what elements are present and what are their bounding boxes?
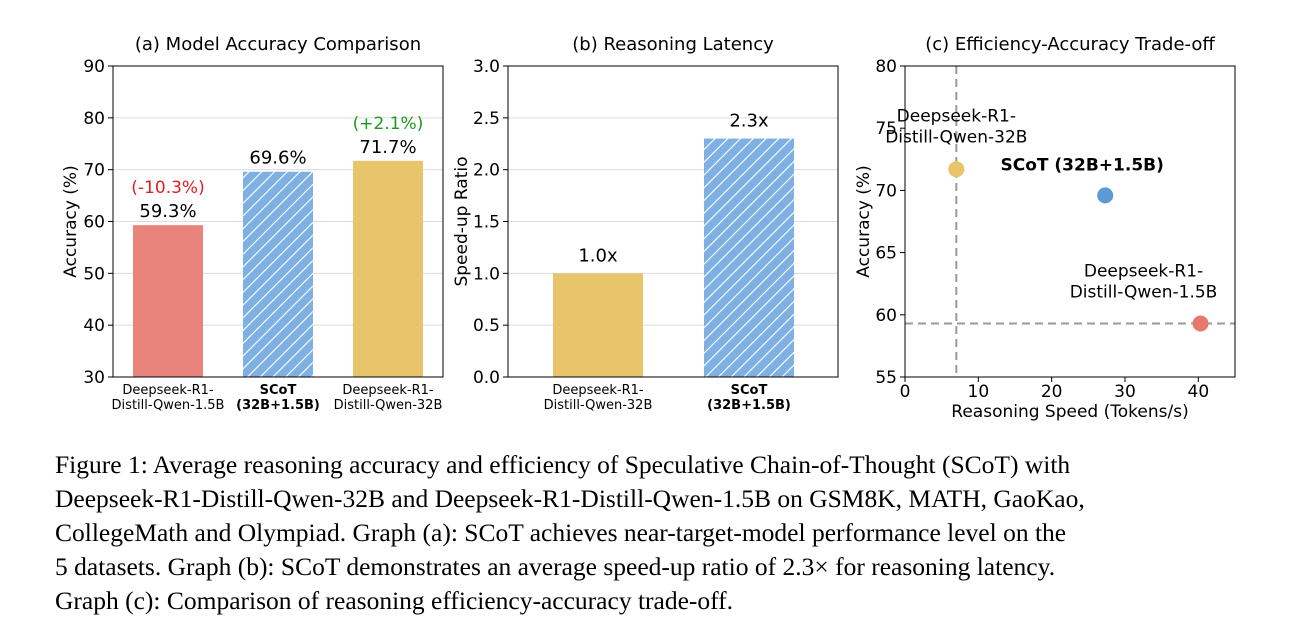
axes-frame xyxy=(112,65,444,378)
x-tick-label: 40 xyxy=(1188,382,1210,402)
y-tick-label: 75 xyxy=(875,119,897,139)
y-tick-label: 70 xyxy=(83,161,105,181)
y-tick-label: 80 xyxy=(875,57,897,77)
y-tick-label: 70 xyxy=(875,181,897,201)
y-tick-label: 55 xyxy=(875,368,897,388)
bar xyxy=(243,171,313,377)
x-tick-label: SCoT xyxy=(260,383,297,398)
caption-line: Graph (c): Comparison of reasoning effic… xyxy=(55,586,734,615)
caption-line: Deepseek-R1-Distill-Qwen-32B and Deepsee… xyxy=(55,484,1085,513)
x-tick-label: 10 xyxy=(968,382,990,402)
bar-value-label: 71.7% xyxy=(359,137,416,158)
x-tick-label: SCoT xyxy=(731,383,768,398)
y-tick-label: 80 xyxy=(83,109,105,129)
bar-value-label: 59.3% xyxy=(139,201,196,222)
bar-delta-label: (+2.1%) xyxy=(353,114,424,134)
x-tick-label: 30 xyxy=(1114,382,1136,402)
scatter-point xyxy=(1192,315,1209,332)
y-tick-label: 40 xyxy=(83,316,105,336)
x-tick-label: 0 xyxy=(900,382,911,402)
scatter-point xyxy=(1097,187,1114,204)
panel-c-tradeoff-scatter: (c) Efficiency-Accuracy Trade-off 55 60 65 7… xyxy=(854,34,1236,422)
point-label: Deepseek-R1- xyxy=(1084,262,1203,282)
y-tick-label: 0.0 xyxy=(473,368,500,388)
y-tick-label: 1.0 xyxy=(473,264,500,284)
y-tick-label: 65 xyxy=(875,244,897,264)
y-tick-label: 2.0 xyxy=(473,161,500,181)
chart-title: (b) Reasoning Latency xyxy=(572,34,774,55)
point-label: Distill-Qwen-32B xyxy=(885,127,1027,147)
bar-value-label: 2.3x xyxy=(729,111,769,132)
panel-b-latency-bar-chart: (b) Reasoning Latency 0.0 0.5 1.0 1.5 2.0 2.5 3… xyxy=(452,34,839,413)
x-tick-label: Distill-Qwen-32B xyxy=(544,398,653,413)
bar-value-label: 69.6% xyxy=(249,148,306,169)
axes-frame xyxy=(904,65,1236,378)
figure-panels: (a) Model Accuracy Comparison 30 40 50 60 70 8… xyxy=(61,34,1236,422)
y-tick-label: 60 xyxy=(875,306,897,326)
x-tick-label: Distill-Qwen-1.5B xyxy=(112,398,225,413)
point-label: Deepseek-R1- xyxy=(897,106,1016,126)
y-tick-label: 2.5 xyxy=(473,109,500,129)
caption-line: 5 datasets. Graph (b): SCoT demonstrates… xyxy=(55,552,1056,581)
x-axis-label: Reasoning Speed (Tokens/s) xyxy=(951,402,1188,422)
y-tick-label: 0.5 xyxy=(473,316,500,336)
scatter-point xyxy=(948,161,965,178)
x-tick-label: Distill-Qwen-32B xyxy=(334,398,443,413)
chart-title: (a) Model Accuracy Comparison xyxy=(135,34,421,55)
y-axis-label: Accuracy (%) xyxy=(61,165,81,277)
y-tick-label: 60 xyxy=(83,213,105,233)
bar-value-label: 1.0x xyxy=(578,245,618,266)
bar xyxy=(133,225,203,377)
x-tick-label: Deepseek-R1- xyxy=(552,383,644,398)
x-tick-label: (32B+1.5B) xyxy=(236,398,320,413)
y-tick-label: 90 xyxy=(83,57,105,77)
x-tick-label: 20 xyxy=(1041,382,1063,402)
bar xyxy=(553,273,643,377)
x-tick-label: Deepseek-R1- xyxy=(122,383,214,398)
chart-title: (c) Efficiency-Accuracy Trade-off xyxy=(925,34,1215,55)
x-tick-label: (32B+1.5B) xyxy=(707,398,791,413)
y-tick-label: 3.0 xyxy=(473,57,500,77)
y-tick-label: 50 xyxy=(83,264,105,284)
bar-delta-label: (-10.3%) xyxy=(131,178,204,198)
y-axis-label: Accuracy (%) xyxy=(854,165,874,277)
y-axis-label: Speed-up Ratio xyxy=(452,156,472,286)
caption-line: Figure 1: Average reasoning accuracy and… xyxy=(55,450,1071,479)
point-label: SCoT (32B+1.5B) xyxy=(1001,155,1164,175)
bar xyxy=(704,138,794,377)
y-tick-label: 30 xyxy=(83,368,105,388)
x-tick-label: Deepseek-R1- xyxy=(342,383,434,398)
figure-caption: Figure 1: Average reasoning accuracy and… xyxy=(55,448,1255,618)
y-tick-label: 1.5 xyxy=(473,213,500,233)
bar xyxy=(353,160,423,377)
point-label: Distill-Qwen-1.5B xyxy=(1070,283,1218,303)
panel-a-accuracy-bar-chart: (a) Model Accuracy Comparison 30 40 50 60 70 8… xyxy=(61,34,444,413)
axes-frame xyxy=(507,65,839,378)
caption-line: CollegeMath and Olympiad. Graph (a): SCo… xyxy=(55,518,1067,547)
